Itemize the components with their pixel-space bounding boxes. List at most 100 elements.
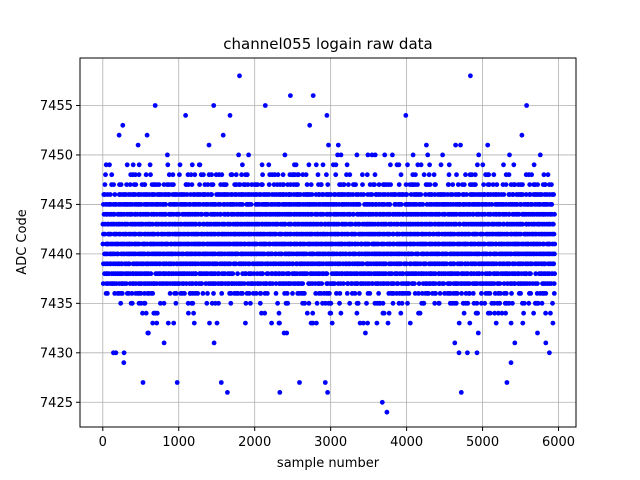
data-point — [173, 291, 179, 296]
data-point — [217, 202, 223, 207]
data-point — [418, 162, 424, 168]
data-point — [265, 271, 271, 277]
data-point — [451, 231, 457, 237]
data-point — [456, 192, 462, 197]
data-point — [360, 182, 365, 188]
data-point — [262, 103, 268, 108]
data-point — [290, 261, 296, 267]
data-point — [184, 192, 190, 197]
data-point — [127, 182, 133, 188]
data-point — [539, 192, 544, 197]
data-point — [302, 241, 307, 247]
data-point — [486, 182, 492, 188]
data-point — [214, 320, 220, 326]
data-point — [527, 192, 533, 197]
data-point — [497, 300, 503, 306]
data-point — [475, 310, 480, 316]
data-point — [512, 340, 518, 346]
data-point — [424, 142, 429, 148]
data-point — [550, 320, 556, 326]
data-point — [138, 202, 144, 207]
data-point — [318, 182, 324, 188]
data-point — [142, 182, 148, 188]
data-point — [357, 320, 363, 326]
data-point — [333, 162, 339, 168]
data-point — [237, 73, 242, 79]
data-point — [491, 281, 497, 286]
data-point — [542, 182, 548, 188]
data-point — [328, 310, 334, 316]
x-axis-label: sample number — [277, 456, 380, 471]
data-point — [543, 310, 548, 316]
data-point — [328, 300, 334, 306]
data-point — [456, 320, 462, 326]
data-point — [165, 320, 171, 326]
data-point — [228, 300, 234, 306]
data-point — [320, 211, 326, 217]
y-tick-label: 7440 — [40, 247, 73, 262]
data-point — [376, 241, 381, 247]
data-point — [479, 300, 484, 306]
data-point — [453, 142, 458, 148]
data-point — [490, 182, 496, 188]
data-point — [550, 300, 555, 306]
x-tick-label: 0 — [99, 435, 107, 450]
data-point — [531, 162, 537, 168]
data-point — [470, 291, 476, 296]
data-point — [441, 281, 447, 286]
data-point — [547, 350, 552, 356]
data-point — [186, 310, 191, 316]
data-point — [288, 93, 293, 98]
data-point — [427, 182, 433, 188]
data-point — [154, 320, 160, 326]
data-point — [192, 172, 198, 178]
data-point — [138, 291, 144, 296]
data-point — [240, 291, 245, 296]
data-point — [177, 162, 183, 168]
data-point — [551, 192, 556, 197]
data-point — [109, 172, 115, 178]
data-point — [130, 162, 136, 168]
data-point — [407, 320, 413, 326]
data-point — [102, 182, 108, 188]
data-point — [304, 182, 310, 188]
data-point — [456, 350, 462, 356]
data-point — [474, 350, 480, 356]
y-tick-label: 7450 — [40, 148, 73, 163]
data-point — [356, 202, 362, 207]
data-point — [189, 162, 195, 168]
data-point — [520, 192, 525, 197]
data-point — [261, 251, 267, 257]
data-point — [269, 251, 275, 257]
data-point — [142, 300, 148, 306]
data-point — [309, 192, 315, 197]
data-point — [206, 142, 212, 148]
data-point — [277, 320, 282, 326]
data-point — [474, 231, 480, 237]
data-point — [152, 231, 157, 237]
data-point — [112, 192, 118, 197]
data-point — [193, 271, 199, 277]
data-point — [473, 182, 478, 188]
data-point — [475, 330, 481, 336]
data-point — [508, 320, 514, 326]
data-point — [501, 281, 507, 286]
data-point — [543, 291, 549, 296]
data-point — [531, 310, 536, 316]
data-point — [474, 300, 480, 306]
data-point — [197, 162, 203, 168]
x-tick-label: 5000 — [466, 435, 499, 450]
data-point — [284, 330, 290, 336]
data-point — [197, 202, 203, 207]
data-point — [211, 340, 217, 346]
data-point — [237, 182, 243, 188]
data-point — [319, 281, 325, 286]
data-point — [219, 291, 225, 296]
data-point — [458, 142, 463, 148]
data-point — [537, 241, 543, 247]
data-point — [455, 182, 461, 188]
data-point — [452, 340, 458, 346]
data-point — [303, 251, 309, 257]
data-point — [518, 231, 524, 237]
data-point — [260, 182, 265, 188]
